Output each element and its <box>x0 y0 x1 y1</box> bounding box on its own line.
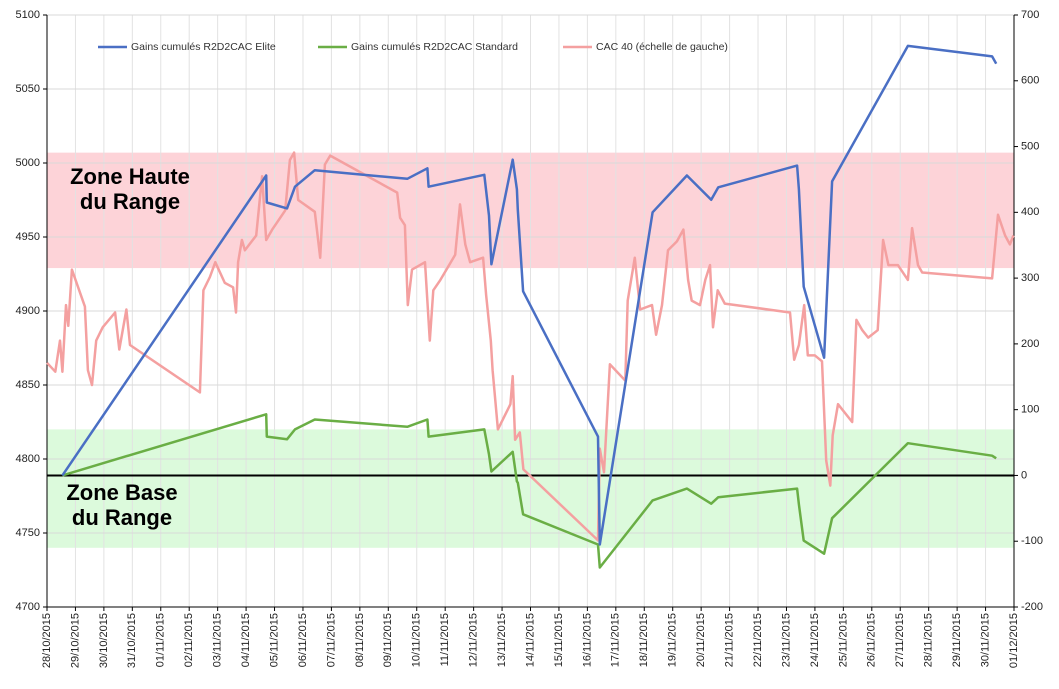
x-tick-label: 04/11/2015 <box>240 613 252 667</box>
y-tick-label: 4700 <box>16 601 40 613</box>
y2-tick-label: -200 <box>1021 601 1043 613</box>
x-tick-label: 22/11/2015 <box>752 613 764 667</box>
y2-tick-label: 600 <box>1021 75 1039 87</box>
x-tick-label: 29/11/2015 <box>951 613 963 667</box>
zone-label: Zone Haute <box>70 164 190 189</box>
zone-label: du Range <box>80 189 180 214</box>
x-tick-label: 29/10/2015 <box>69 613 81 668</box>
x-tick-label: 08/11/2015 <box>354 613 366 667</box>
y2-tick-label: -100 <box>1021 535 1043 547</box>
x-tick-label: 17/11/2015 <box>610 613 622 667</box>
x-tick-label: 28/10/2015 <box>41 613 53 668</box>
y-tick-label: 5100 <box>16 9 40 21</box>
x-tick-label: 27/11/2015 <box>894 613 906 667</box>
y-tick-label: 4800 <box>16 453 40 465</box>
x-tick-label: 07/11/2015 <box>325 613 337 667</box>
x-tick-label: 01/12/2015 <box>1008 613 1020 668</box>
y-tick-label: 4900 <box>16 305 40 317</box>
x-tick-label: 25/11/2015 <box>837 613 849 667</box>
y-tick-label: 4850 <box>16 379 40 391</box>
y2-tick-label: 500 <box>1021 140 1039 152</box>
x-tick-label: 05/11/2015 <box>268 613 280 667</box>
x-tick-label: 03/11/2015 <box>212 613 224 667</box>
x-tick-label: 31/10/2015 <box>126 613 138 668</box>
y-tick-label: 5000 <box>16 157 40 169</box>
series-line <box>61 44 998 546</box>
x-tick-label: 21/11/2015 <box>723 613 735 667</box>
y2-tick-label: 700 <box>1021 9 1039 21</box>
legend-label: CAC 40 (échelle de gauche) <box>596 41 728 53</box>
x-tick-label: 16/11/2015 <box>581 613 593 667</box>
x-tick-label: 20/11/2015 <box>695 613 707 667</box>
x-tick-label: 02/11/2015 <box>183 613 195 667</box>
zone-label: Zone Base <box>66 480 177 505</box>
y2-tick-label: 0 <box>1021 469 1027 481</box>
x-tick-label: 10/11/2015 <box>411 613 423 667</box>
legend-label: Gains cumulés R2D2CAC Elite <box>131 41 276 53</box>
x-tick-label: 06/11/2015 <box>297 613 309 667</box>
x-tick-label: 14/11/2015 <box>524 613 536 667</box>
y2-tick-label: 100 <box>1021 404 1039 416</box>
y2-tick-label: 300 <box>1021 272 1039 284</box>
legend-label: Gains cumulés R2D2CAC Standard <box>351 41 518 53</box>
x-tick-label: 09/11/2015 <box>382 613 394 667</box>
y2-tick-label: 200 <box>1021 338 1039 350</box>
y-tick-label: 4950 <box>16 231 40 243</box>
y-tick-label: 5050 <box>16 83 40 95</box>
x-tick-label: 23/11/2015 <box>780 613 792 667</box>
x-tick-label: 30/11/2015 <box>979 613 991 667</box>
x-tick-label: 30/10/2015 <box>98 613 110 668</box>
x-tick-label: 19/11/2015 <box>667 613 679 667</box>
x-tick-label: 26/11/2015 <box>866 613 878 667</box>
y-tick-label: 4750 <box>16 527 40 539</box>
x-tick-label: 13/11/2015 <box>496 613 508 667</box>
x-tick-label: 18/11/2015 <box>638 613 650 667</box>
x-tick-label: 28/11/2015 <box>923 613 935 667</box>
series-line <box>62 413 997 569</box>
y2-tick-label: 400 <box>1021 206 1039 218</box>
x-tick-label: 11/11/2015 <box>439 613 451 666</box>
x-tick-label: 12/11/2015 <box>468 613 480 667</box>
x-tick-label: 24/11/2015 <box>809 613 821 667</box>
x-tick-label: 15/11/2015 <box>553 613 565 667</box>
x-tick-label: 01/11/2015 <box>155 613 167 667</box>
zone-label: du Range <box>72 505 172 530</box>
series-line <box>46 151 1015 542</box>
